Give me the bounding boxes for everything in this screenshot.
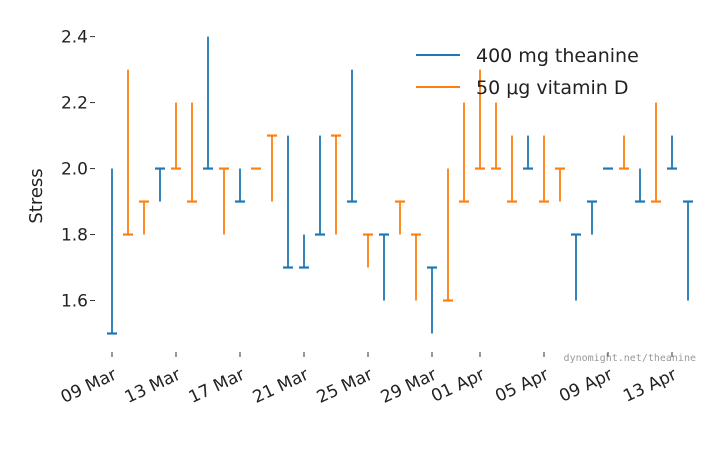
chart-marks: [107, 36, 693, 335]
y-tick-label: 2.2: [61, 94, 88, 114]
y-tick-label: 2.0: [61, 160, 88, 180]
x-tick-label: 25 Mar: [314, 365, 376, 408]
y-axis-label: Stress: [26, 168, 47, 223]
x-tick-label: 01 Apr: [428, 365, 488, 407]
y-tick-label: 1.6: [61, 292, 88, 312]
series-50-g-vitamin-d: [123, 69, 661, 302]
x-tick-label: 09 Apr: [556, 365, 616, 407]
x-tick-label: 13 Mar: [122, 365, 184, 408]
legend: 400 mg theanine 50 μg vitamin D: [416, 45, 639, 99]
x-tick-label: 05 Apr: [492, 365, 552, 407]
x-tick-label: 13 Apr: [620, 365, 680, 407]
y-tick-label: 1.8: [61, 226, 88, 246]
legend-label: 50 μg vitamin D: [476, 77, 629, 99]
series-400-mg-theanine: [107, 36, 693, 335]
x-tick-label: 21 Mar: [250, 365, 312, 408]
y-axis: 1.6 1.8 2.0 2.2 2.4: [61, 28, 95, 312]
x-tick-label: 09 Mar: [58, 365, 120, 408]
x-tick-label: 29 Mar: [378, 365, 440, 408]
legend-label: 400 mg theanine: [476, 45, 639, 67]
watermark: dynomight.net/theanine: [564, 353, 696, 364]
y-tick-label: 2.4: [61, 28, 88, 48]
x-tick-label: 17 Mar: [186, 365, 248, 408]
